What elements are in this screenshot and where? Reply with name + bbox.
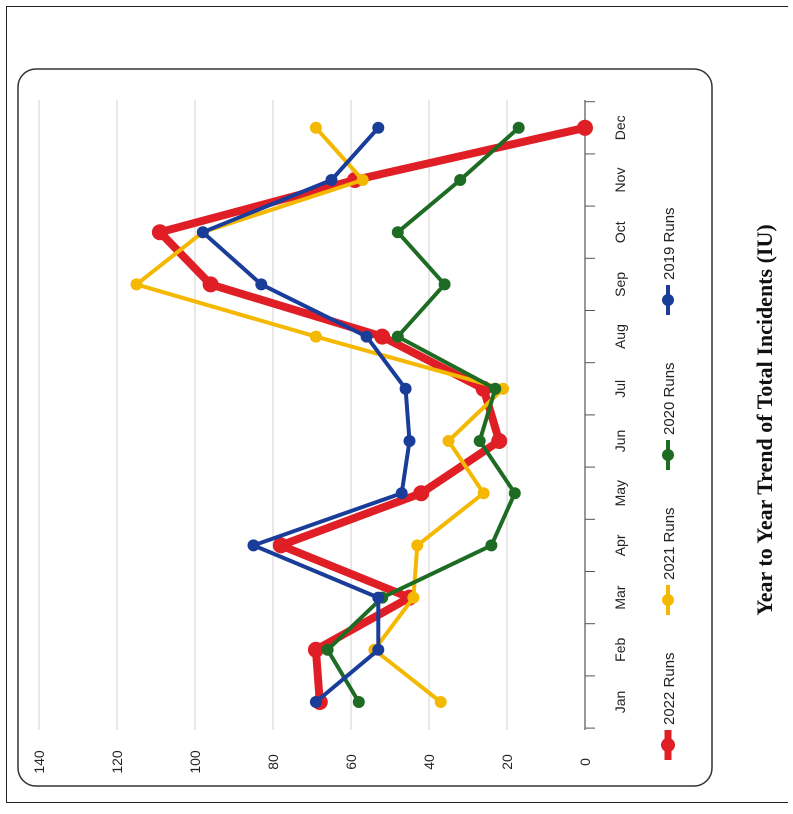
data-point xyxy=(309,696,322,708)
y-tick-labels: 0 20 40 60 80 100 120 140 xyxy=(31,750,593,774)
x-tick-label: Dec xyxy=(612,115,628,140)
data-point xyxy=(399,382,412,395)
x-axis xyxy=(584,100,595,730)
series-line xyxy=(325,126,521,704)
data-point xyxy=(577,119,593,136)
x-tick-label: Mar xyxy=(612,585,628,609)
data-point xyxy=(309,330,322,343)
data-point xyxy=(202,276,219,293)
x-tick-label: May xyxy=(612,480,628,506)
y-tick-label: 120 xyxy=(109,750,125,774)
series-line xyxy=(155,123,586,703)
x-tick-label: Oct xyxy=(612,221,628,243)
y-tick-label: 80 xyxy=(265,754,281,770)
data-point xyxy=(512,121,525,134)
chart-frame xyxy=(17,68,713,787)
legend-label: 2021 Runs xyxy=(661,507,678,580)
legend-marker xyxy=(662,449,674,461)
legend-marker xyxy=(662,294,674,306)
data-point xyxy=(372,121,385,134)
data-point xyxy=(247,539,260,552)
x-tick-label: Feb xyxy=(612,638,628,662)
data-point xyxy=(442,435,455,447)
data-point xyxy=(391,226,404,239)
data-point xyxy=(473,435,486,447)
y-tick-label: 20 xyxy=(499,754,515,770)
data-point xyxy=(485,539,498,552)
data-point xyxy=(491,433,508,449)
data-point xyxy=(403,435,416,447)
data-point xyxy=(413,485,430,502)
data-point xyxy=(411,539,424,552)
data-point xyxy=(272,537,289,554)
data-point xyxy=(508,487,521,500)
x-tick-labels: Jan Feb Mar Apr May Jun Jul Aug Sep Oct Nov Dec xyxy=(612,115,628,713)
data-point xyxy=(309,121,322,134)
x-tick-label: Sep xyxy=(612,272,628,297)
data-point xyxy=(454,174,467,186)
data-point xyxy=(438,278,451,291)
data-point xyxy=(407,591,420,604)
series-line xyxy=(200,126,412,704)
data-point xyxy=(374,328,391,345)
legend-marker xyxy=(662,594,674,606)
chart-title: Year to Year Trend of Total Incidents (I… xyxy=(752,224,777,615)
data-point xyxy=(255,278,268,291)
legend-label: 2020 Runs xyxy=(661,362,678,435)
x-tick-label: Aug xyxy=(612,324,628,349)
data-point xyxy=(325,174,338,186)
x-tick-label: Apr xyxy=(612,534,628,556)
legend: 2022 Runs 2021 Runs 2020 Runs 2019 Runs xyxy=(661,207,678,760)
data-point xyxy=(196,226,209,239)
legend-label: 2022 Runs xyxy=(661,652,678,725)
data-point xyxy=(321,643,334,656)
data-point xyxy=(372,643,385,656)
data-point xyxy=(434,696,447,708)
data-point xyxy=(130,278,143,291)
data-point xyxy=(352,696,365,708)
x-tick-label: Jan xyxy=(612,691,628,714)
page-border xyxy=(6,6,788,803)
data-point xyxy=(151,224,168,241)
data-point xyxy=(307,641,324,658)
data-point xyxy=(372,591,385,604)
data-point xyxy=(477,487,490,500)
data-point xyxy=(395,487,408,500)
legend-label: 2019 Runs xyxy=(661,207,678,280)
legend-marker xyxy=(661,738,675,752)
x-tick-label: Nov xyxy=(612,168,628,193)
y-tick-label: 40 xyxy=(421,754,437,770)
data-point xyxy=(391,330,404,343)
y-tick-label: 60 xyxy=(343,754,359,770)
data-point xyxy=(356,174,369,186)
data-point xyxy=(489,382,502,395)
y-tick-label: 0 xyxy=(577,758,593,766)
y-tick-label: 100 xyxy=(187,750,203,774)
x-tick-label: Jun xyxy=(612,430,628,453)
y-tick-label: 140 xyxy=(31,750,47,774)
data-point xyxy=(360,330,373,343)
series-lines xyxy=(130,119,593,710)
x-tick-label: Jul xyxy=(612,380,628,398)
